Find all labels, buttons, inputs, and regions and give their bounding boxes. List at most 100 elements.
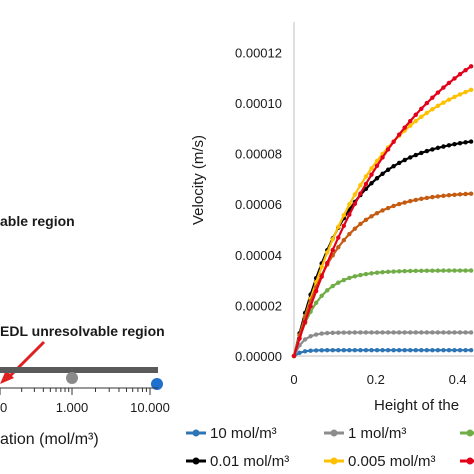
series-point <box>330 348 335 353</box>
series-point <box>457 141 463 146</box>
series-point <box>341 277 347 283</box>
series-point <box>424 100 430 106</box>
series-point <box>369 214 374 219</box>
series-point <box>435 194 441 199</box>
series-point <box>391 163 396 169</box>
series-point <box>402 157 407 163</box>
series-point <box>330 236 335 242</box>
series-point <box>402 347 407 353</box>
region-arrow-head <box>0 370 14 384</box>
series-point <box>452 141 457 147</box>
series-point <box>408 123 413 128</box>
series-point <box>408 155 413 160</box>
series-point <box>313 288 319 294</box>
series-point <box>463 67 468 73</box>
series-point <box>430 330 435 335</box>
series-point <box>358 347 363 353</box>
series-point <box>396 132 402 137</box>
series-point <box>402 125 407 130</box>
series-point <box>369 166 374 171</box>
legend-label: 10 mol/m³ <box>210 425 277 442</box>
series-point <box>363 217 369 223</box>
series-point <box>347 231 352 237</box>
series-point <box>347 202 352 207</box>
series-point <box>408 198 413 204</box>
blue-marker <box>151 378 163 390</box>
legend-swatch-marker <box>192 429 200 437</box>
series-point <box>313 348 319 353</box>
series-point <box>430 194 435 200</box>
series-point <box>396 330 402 335</box>
series-point <box>319 264 324 270</box>
log-tick-label: 10.000 <box>130 400 170 415</box>
series-point <box>424 347 430 353</box>
legend-swatch-marker <box>466 429 474 437</box>
series-line <box>292 269 472 357</box>
y-axis-title: Velocity (m/s) <box>190 135 207 225</box>
series-point <box>457 330 463 335</box>
series-point <box>380 171 385 176</box>
series-point <box>408 268 413 274</box>
legend: 10 mol/m³ 1 mol/m³ 0.01 mol/m³ 0.005 mol/m³ <box>186 425 474 470</box>
series-point <box>374 270 380 275</box>
series-point <box>369 271 374 276</box>
series-point <box>419 196 424 202</box>
series-point <box>457 92 463 97</box>
series-point <box>441 100 446 105</box>
series-point <box>413 152 418 158</box>
legend-swatch-marker <box>330 429 338 437</box>
series-point <box>468 347 474 353</box>
series-point <box>369 172 374 177</box>
x-axis-title: Height of the <box>374 397 459 414</box>
series-point <box>413 268 418 274</box>
series-point <box>347 330 352 335</box>
series-point <box>446 193 452 198</box>
series-point <box>468 64 474 69</box>
series-point <box>457 268 463 273</box>
series-point <box>441 144 446 149</box>
series-point <box>352 347 358 353</box>
x-tick-labels: 0 0.2 0.4 <box>290 372 466 387</box>
left-panel: able region EDL unresolvable region 0 1.… <box>0 213 170 448</box>
log-tick-label: 0 <box>0 400 7 415</box>
series-point <box>347 347 352 353</box>
series-point <box>385 347 391 353</box>
series-point <box>302 319 308 325</box>
series-point <box>330 330 335 335</box>
series-point <box>352 274 358 279</box>
legend-label: 0.005 mol/m³ <box>348 453 436 470</box>
series-point <box>341 213 347 218</box>
series-point <box>297 336 302 341</box>
x-tick-label: 0 <box>290 372 297 387</box>
series-point <box>341 330 347 335</box>
series-point <box>325 330 330 336</box>
series-point <box>336 347 341 353</box>
series-point <box>385 147 391 152</box>
series-point <box>341 223 347 228</box>
series-point <box>468 191 474 196</box>
series-point <box>424 195 430 201</box>
series-point <box>468 330 474 335</box>
series-point <box>446 268 452 273</box>
series-point <box>385 269 391 275</box>
series-point <box>374 176 380 181</box>
series-point <box>374 158 380 164</box>
series-point <box>313 332 319 337</box>
series-point <box>435 103 441 109</box>
log-axis-title: ation (mol/m³) <box>0 431 99 448</box>
series-point <box>380 347 385 353</box>
series-point <box>352 192 358 197</box>
series-point <box>430 107 435 112</box>
gray-marker <box>66 372 78 384</box>
series-point <box>336 280 341 285</box>
series-point <box>452 268 457 273</box>
series-point <box>369 347 374 353</box>
series-point <box>336 224 341 229</box>
series-point <box>435 268 441 273</box>
series-point <box>430 347 435 353</box>
series-point <box>419 114 424 120</box>
legend-swatch-marker <box>330 457 338 465</box>
y-tick-label: 0.00012 <box>235 45 282 60</box>
series-point <box>358 330 363 335</box>
unresolvable-region-label: EDL unresolvable region <box>0 323 165 339</box>
